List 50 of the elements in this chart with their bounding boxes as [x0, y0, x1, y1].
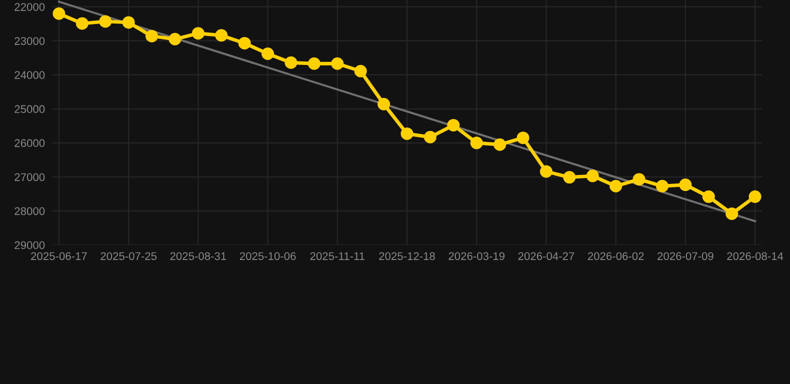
point — [726, 207, 738, 220]
x-tick-label: 2025-08-31 — [170, 252, 226, 260]
point — [563, 171, 576, 184]
point — [168, 32, 182, 46]
point — [99, 15, 112, 28]
point — [76, 17, 88, 30]
point — [679, 178, 692, 192]
point — [656, 180, 668, 192]
point — [447, 118, 460, 132]
point — [610, 180, 622, 192]
x-tick-label: 2026-04-27 — [518, 252, 574, 260]
y-tick-label: 23000 — [14, 37, 45, 45]
x-tick-label: 2025-12-18 — [379, 252, 435, 260]
point — [702, 190, 715, 203]
x-tick-label: 2025-06-17 — [31, 252, 87, 260]
point — [308, 57, 320, 70]
x-tick-label: 2026-07-09 — [658, 252, 714, 260]
y-tick-label: 25000 — [14, 105, 45, 114]
y-tick-label: 24000 — [14, 71, 45, 79]
x-tick-label: 2025-10-06 — [240, 252, 296, 260]
point — [378, 98, 390, 110]
point — [215, 29, 228, 42]
y-tick-label: 27000 — [14, 173, 45, 182]
y-tick-label: 26000 — [14, 139, 45, 148]
point — [122, 16, 135, 29]
point — [540, 165, 552, 178]
point — [192, 27, 204, 40]
point — [424, 130, 436, 144]
point — [52, 7, 66, 20]
x-tick-label: 2026-08-14 — [727, 252, 784, 260]
point — [262, 48, 274, 60]
point — [354, 64, 367, 78]
x-tick-label: 2026-06-02 — [588, 252, 644, 260]
point — [632, 173, 646, 186]
x-tick-label: 2026-03-19 — [448, 252, 504, 260]
point — [494, 138, 506, 151]
y-tick-label: 29000 — [14, 241, 45, 250]
y-tick-label: 22000 — [14, 3, 45, 11]
point — [331, 57, 344, 70]
point — [586, 170, 599, 182]
point — [400, 127, 414, 140]
y-tick-label: 28000 — [14, 207, 45, 216]
x-tick-label: 2025-11-11 — [310, 252, 364, 260]
point — [146, 30, 158, 42]
point — [516, 132, 530, 144]
point — [238, 36, 251, 50]
x-tick-label: 2025-07-25 — [100, 252, 157, 260]
point — [748, 190, 762, 203]
point — [284, 56, 298, 69]
point — [470, 136, 483, 150]
